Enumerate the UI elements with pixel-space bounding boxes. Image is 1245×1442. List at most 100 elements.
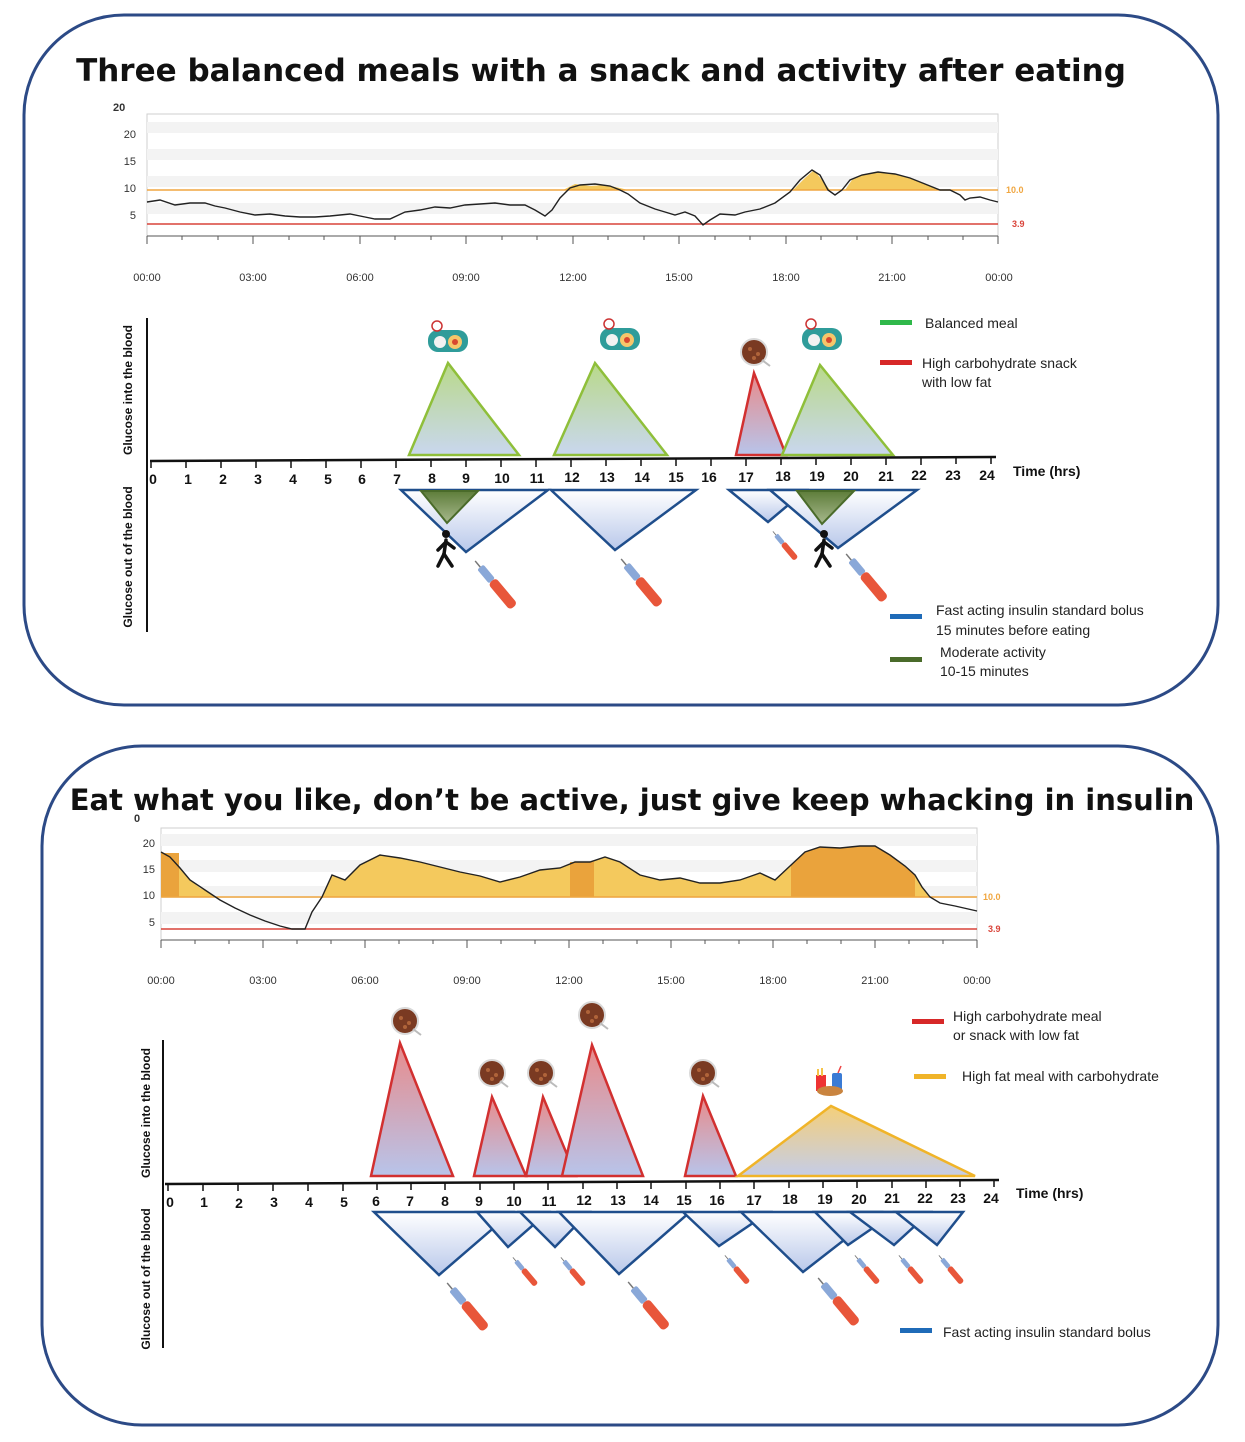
lower-line-value: 3.9 (988, 924, 1001, 934)
insulin-pen-icon (854, 1255, 880, 1284)
cereal-bowl-icon (527, 1059, 558, 1088)
cgm-x-tick: 15:00 (657, 975, 685, 987)
cgm-x-axis (160, 939, 978, 948)
y-upper-label: Glucose into the blood (139, 1048, 153, 1178)
legend-label: with low fat (921, 374, 991, 390)
hour-label: 2 (235, 1195, 243, 1211)
hour-label: 2 (219, 471, 227, 487)
cereal-bowl-icon (478, 1059, 509, 1088)
insulin-pen-icon (627, 1281, 669, 1330)
hour-label: 0 (166, 1194, 174, 1210)
snack-triangle (524, 1092, 578, 1178)
hour-label: 15 (668, 469, 684, 485)
very-high-glucose-area (791, 846, 915, 897)
hour-label: 22 (917, 1190, 933, 1206)
time-axis (149, 455, 997, 463)
snack-triangle (683, 1091, 738, 1178)
snack-triangle (734, 368, 788, 457)
hour-label: 23 (950, 1190, 966, 1206)
legend-label: Balanced meal (925, 315, 1018, 331)
cgm-x-tick: 15:00 (665, 272, 693, 284)
hour-label: 22 (911, 467, 927, 483)
legend-label: Fast acting insulin standard bolus (936, 602, 1144, 618)
meal-tray-icon (802, 318, 842, 350)
hour-label: 16 (701, 469, 717, 485)
hour-label: 14 (643, 1192, 659, 1208)
insulin-triangle (547, 488, 700, 552)
cgm-x-tick: 12:00 (559, 272, 587, 284)
cgm-x-tick: 00:00 (985, 272, 1013, 284)
legend: High carbohydrate meal or snack with low… (900, 1008, 1159, 1340)
timeline-diagram: Glucose into the blood Glucose out of th… (121, 318, 1080, 632)
cgm-x-tick: 03:00 (249, 975, 277, 987)
hour-label: 20 (843, 468, 859, 484)
high-fat-meal-triangle (734, 1104, 976, 1178)
balanced-meal-triangle (780, 362, 896, 457)
hour-label: 0 (149, 471, 157, 487)
legend: Balanced meal High carbohydrate snack wi… (880, 315, 1144, 679)
legend-swatch (880, 320, 912, 325)
hour-label: 4 (289, 471, 297, 487)
legend-label: High carbohydrate snack (922, 355, 1078, 371)
insulin-pen-icon (772, 531, 798, 560)
time-axis-label: Time (hrs) (1016, 1185, 1083, 1201)
lower-line-value: 3.9 (1012, 219, 1025, 229)
insulin-triangle (679, 1210, 774, 1248)
time-axis-label: Time (hrs) (1013, 463, 1080, 479)
cgm-x-tick: 12:00 (555, 975, 583, 987)
timeline-diagram: Glucose into the blood Glucose out of th… (139, 1001, 1083, 1350)
meal-tray-icon (600, 318, 640, 350)
hour-label: 6 (372, 1193, 380, 1209)
very-high-glucose-area (570, 862, 594, 897)
insulin-triangle (370, 1210, 516, 1277)
hour-label: 16 (709, 1192, 725, 1208)
legend-label: 10-15 minutes (940, 663, 1029, 679)
high-glucose-area (845, 172, 938, 190)
insulin-pen-icon (620, 558, 662, 607)
hour-label: 21 (884, 1190, 900, 1206)
panel-title: Three balanced meals with a snack and ac… (76, 53, 1126, 89)
cgm-x-tick: 03:00 (239, 272, 267, 284)
hour-label: 9 (475, 1193, 483, 1209)
time-axis (164, 1178, 1000, 1186)
snack-triangle (369, 1038, 455, 1178)
hour-label: 7 (406, 1193, 414, 1209)
hour-label: 17 (746, 1192, 762, 1208)
hour-label: 7 (393, 471, 401, 487)
hour-label: 13 (599, 469, 615, 485)
hour-label: 3 (254, 471, 262, 487)
cereal-bowl-icon (578, 1001, 609, 1030)
insulin-pen-icon (446, 1282, 488, 1331)
activity-triangle (418, 490, 481, 525)
legend-swatch (890, 614, 922, 619)
insulin-pen-icon (474, 560, 516, 609)
hour-label: 24 (979, 467, 995, 483)
cgm-y-tick: 10 (143, 890, 155, 902)
hour-ticks (150, 457, 992, 468)
balanced-meal-triangle (407, 360, 522, 457)
hour-label: 23 (945, 467, 961, 483)
cgm-y-tick: 10 (124, 183, 136, 195)
hour-label: 9 (462, 470, 470, 486)
cgm-x-tick: 06:00 (346, 272, 374, 284)
hour-labels: 0 1 2 3 4 5 6 7 8 9 10 11 12 13 14 15 16… (149, 467, 995, 487)
cgm-x-tick: 21:00 (878, 272, 906, 284)
upper-line-value: 10.0 (1006, 185, 1024, 195)
hour-label: 12 (564, 469, 580, 485)
cgm-x-tick: 18:00 (772, 272, 800, 284)
high-glucose-area (322, 846, 930, 897)
legend-label: Moderate activity (940, 644, 1046, 660)
insulin-pen-icon (724, 1255, 750, 1284)
hour-label: 10 (506, 1193, 522, 1209)
insulin-pen-icon (512, 1257, 538, 1286)
legend-swatch (914, 1074, 946, 1079)
legend-swatch (900, 1328, 932, 1333)
hour-label: 5 (324, 471, 332, 487)
hour-label: 5 (340, 1194, 348, 1210)
hour-label: 21 (878, 468, 894, 484)
insulin-triangle (892, 1210, 966, 1247)
hour-label: 18 (775, 468, 791, 484)
glucose-trace (160, 845, 978, 930)
hour-label: 11 (530, 470, 545, 486)
